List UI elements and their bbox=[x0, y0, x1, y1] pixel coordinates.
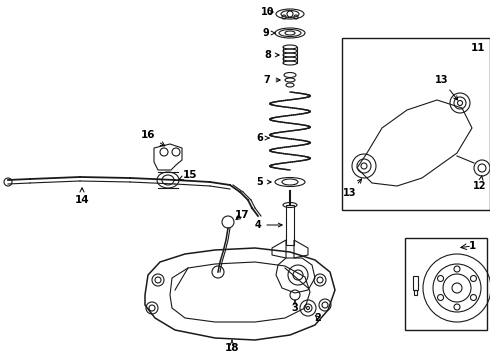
Text: 1: 1 bbox=[468, 241, 476, 251]
Text: 13: 13 bbox=[435, 75, 458, 100]
Bar bbox=[342, 38, 490, 210]
Text: 16: 16 bbox=[141, 130, 165, 146]
Text: 10: 10 bbox=[261, 7, 275, 17]
Text: 9: 9 bbox=[263, 28, 275, 38]
Text: 4: 4 bbox=[255, 220, 282, 230]
Text: 15: 15 bbox=[179, 170, 197, 180]
Bar bbox=[414, 290, 417, 295]
Text: 12: 12 bbox=[473, 175, 487, 191]
Bar bbox=[405, 238, 487, 330]
Text: 18: 18 bbox=[225, 340, 239, 353]
Text: 17: 17 bbox=[235, 210, 249, 220]
Bar bbox=[286, 205, 294, 245]
Text: 13: 13 bbox=[343, 179, 362, 198]
Text: 2: 2 bbox=[315, 313, 321, 323]
Text: 5: 5 bbox=[257, 177, 271, 187]
Text: 11: 11 bbox=[471, 43, 485, 53]
Text: 14: 14 bbox=[74, 188, 89, 205]
Bar bbox=[413, 276, 418, 290]
Text: 7: 7 bbox=[264, 75, 280, 85]
Text: 8: 8 bbox=[265, 50, 279, 60]
Text: 6: 6 bbox=[257, 133, 269, 143]
Text: 3: 3 bbox=[292, 300, 298, 313]
